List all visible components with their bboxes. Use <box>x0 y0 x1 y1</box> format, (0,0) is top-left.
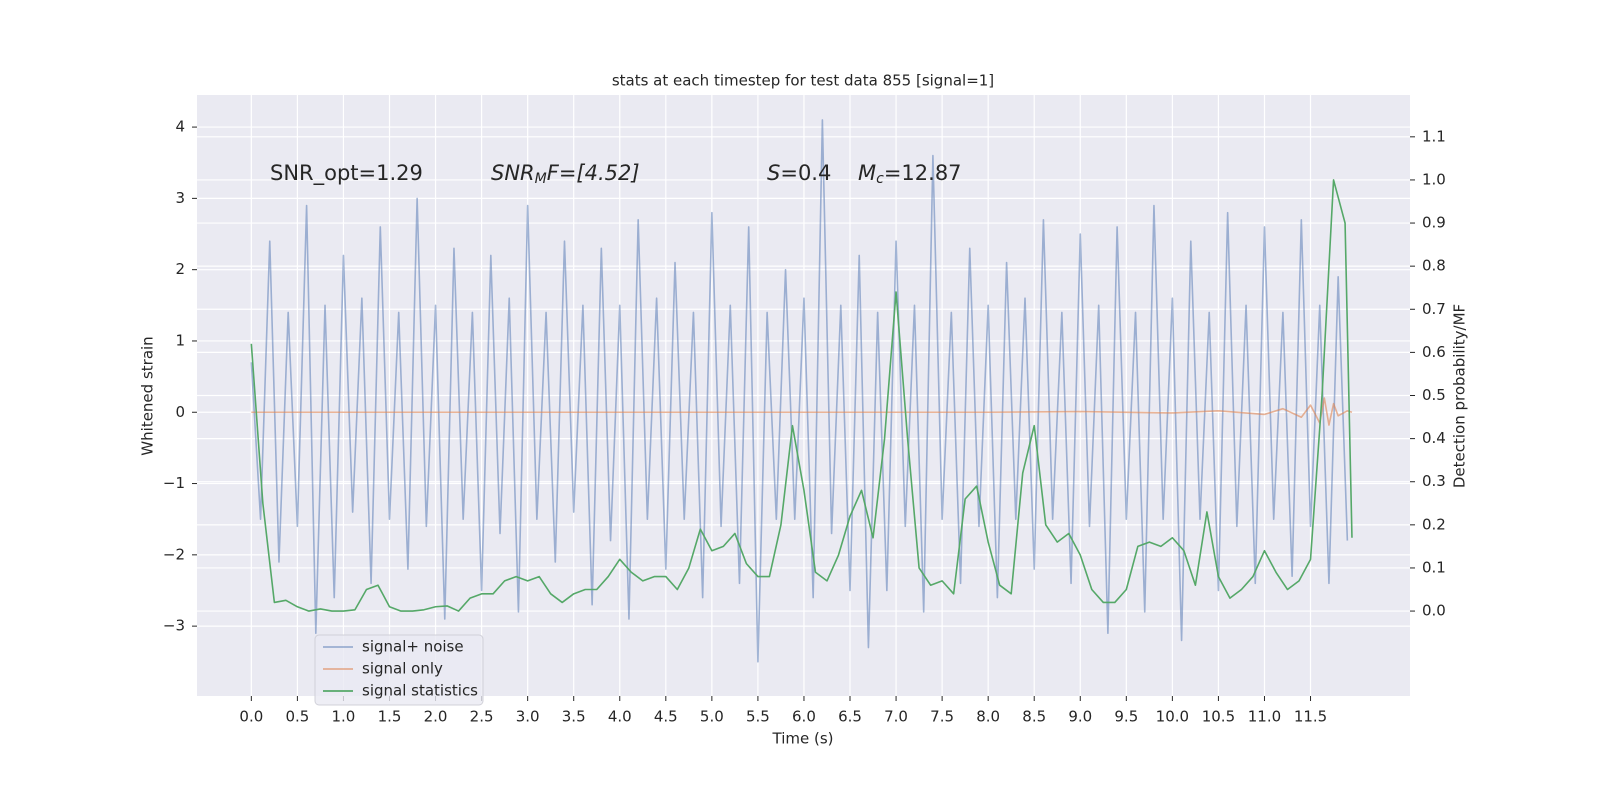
annotation-part: F=[4.52] <box>547 161 640 185</box>
x-tick-label: 5.5 <box>746 708 770 726</box>
x-tick-label: 0.0 <box>239 708 263 726</box>
y-tick-label: 4 <box>175 118 185 136</box>
x-tick-label: 11.0 <box>1248 708 1281 726</box>
labels: 0.0 0.5 1.0 1.5 2.0 2.5 3.0 3.5 4.0 4.5 5.0 5.5 6.0 6… <box>163 118 1446 726</box>
y2-tick-label: 0.9 <box>1422 214 1446 232</box>
x-tick-label: 3.5 <box>562 708 586 726</box>
x-tick-label: 5.0 <box>700 708 724 726</box>
y2-tick-label: 0.4 <box>1422 429 1446 447</box>
y-tick-label: 1 <box>175 331 185 349</box>
y2-tick-label: 0.8 <box>1422 257 1446 275</box>
series-line <box>250 179 1353 612</box>
x-tick-label: 3.0 <box>516 708 540 726</box>
y-axis-label: Whitened strain <box>139 336 157 455</box>
annotation-part: c <box>876 171 884 187</box>
grid <box>197 95 1410 696</box>
x-tick-label: 7.5 <box>930 708 954 726</box>
legend-label: signal only <box>362 660 443 678</box>
x-tick-label: 9.5 <box>1114 708 1138 726</box>
y2-tick-label: 0.0 <box>1422 602 1446 620</box>
annotation-part: SNR <box>491 161 535 185</box>
series-line <box>250 119 1349 663</box>
y2-tick-label: 0.3 <box>1422 472 1446 490</box>
x-tick-label: 6.0 <box>792 708 816 726</box>
x-tick-label: 0.5 <box>285 708 309 726</box>
y-tick-label: −3 <box>163 617 185 635</box>
y-tick-label: 3 <box>175 189 185 207</box>
x-tick-label: 7.0 <box>884 708 908 726</box>
x-tick-label: 2.5 <box>470 708 494 726</box>
annotation: SNRMF=[4.52] <box>491 161 640 187</box>
annotation: Mc=12.87 <box>858 161 962 187</box>
y2-tick-label: 0.5 <box>1422 386 1446 404</box>
annotation-part: S <box>767 161 780 185</box>
y2-tick-label: 1.0 <box>1422 170 1446 188</box>
y2-tick-label: 1.1 <box>1422 127 1446 145</box>
y2-tick-label: 0.2 <box>1422 515 1446 533</box>
x-tick-label: 1.5 <box>378 708 402 726</box>
chart-title: stats at each timestep for test data 855… <box>612 72 994 90</box>
x-tick-label: 4.0 <box>608 708 632 726</box>
marks <box>250 119 1353 663</box>
x-tick-label: 10.0 <box>1156 708 1189 726</box>
y-tick-label: −1 <box>163 474 185 492</box>
x-tick-label: 6.5 <box>838 708 862 726</box>
series-line <box>251 397 1353 426</box>
annotation: S=0.4 <box>767 161 831 185</box>
x-tick-label: 4.5 <box>654 708 678 726</box>
annotation-part: M <box>858 161 876 185</box>
x-tick-label: 1.0 <box>332 708 356 726</box>
y2-axis-label: Detection probability/MF <box>1451 304 1469 488</box>
y-tick-label: 2 <box>175 260 185 278</box>
x-axis-label: Time (s) <box>772 730 834 748</box>
x-tick-label: 2.0 <box>424 708 448 726</box>
y-tick-label: −2 <box>163 545 185 563</box>
y-tick-label: 0 <box>175 403 185 421</box>
y2-tick-label: 0.1 <box>1422 558 1446 576</box>
x-tick-label: 8.5 <box>1022 708 1046 726</box>
y2-tick-label: 0.6 <box>1422 343 1446 361</box>
y2-tick-label: 0.7 <box>1422 300 1446 318</box>
legend-box <box>314 634 484 706</box>
legend-label: signal statistics <box>362 682 478 700</box>
x-tick-label: 11.5 <box>1294 708 1327 726</box>
annotation-part: =0.4 <box>780 161 831 185</box>
x-tick-label: 8.0 <box>976 708 1000 726</box>
legend-label: signal+ noise <box>362 638 464 656</box>
annotation-part: M <box>535 171 547 187</box>
legend: signal+ noise signal only signal statistic… <box>314 634 484 706</box>
annotation: SNR_opt=1.29 <box>270 161 423 186</box>
x-tick-label: 9.0 <box>1068 708 1092 726</box>
x-tick-label: 10.5 <box>1202 708 1235 726</box>
annotation-part: =12.87 <box>884 161 962 185</box>
